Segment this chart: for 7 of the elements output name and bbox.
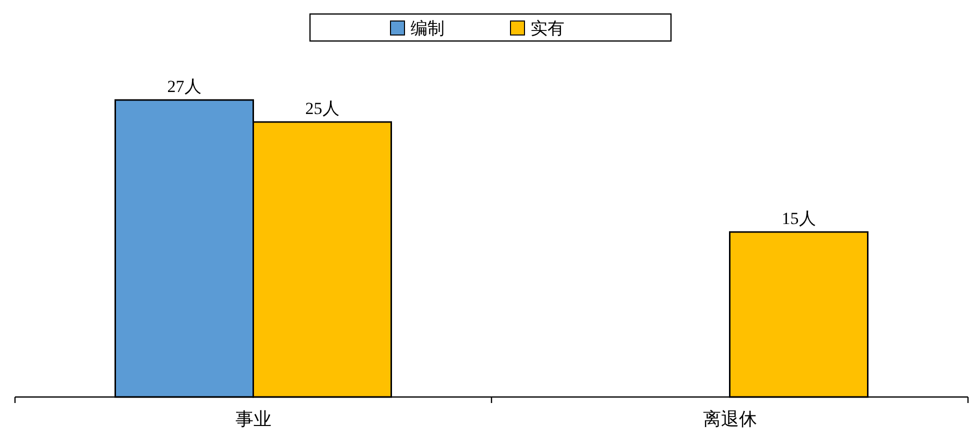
x-tick-label: 离退休 <box>702 409 757 429</box>
x-tick-label: 事业 <box>235 409 272 429</box>
data-label: 27人 <box>167 77 202 96</box>
data-label: 15人 <box>782 209 816 228</box>
data-label: 25人 <box>305 99 340 118</box>
legend-label: 编制 <box>410 19 444 38</box>
legend-label: 实有 <box>530 19 564 38</box>
